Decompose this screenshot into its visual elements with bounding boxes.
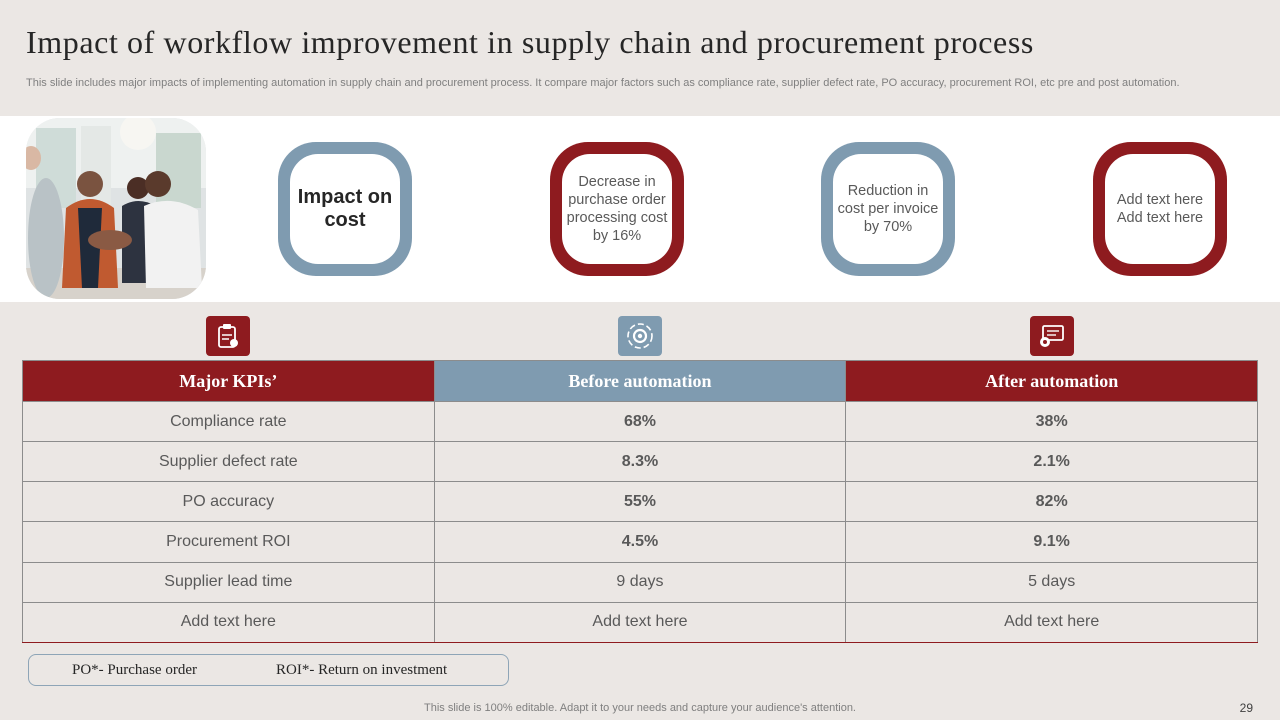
impact-box-cost: Impact on cost <box>278 142 412 276</box>
after-value-cell: 82% <box>845 481 1258 523</box>
header-major-kpis: Major KPIs’ <box>22 360 435 402</box>
table-row: Supplier defect rate 8.3% 2.1% <box>22 441 1258 483</box>
impact-box-text: Add text here Add text here <box>1105 154 1215 264</box>
after-value-cell: 2.1% <box>845 441 1258 483</box>
kpi-name-cell: Supplier defect rate <box>22 441 435 483</box>
before-value-cell: 9 days <box>433 561 847 603</box>
table-row: PO accuracy 55% 82% <box>22 481 1258 523</box>
impact-box-po-cost: Decrease in purchase order processing co… <box>550 142 684 276</box>
footer-note: This slide is 100% editable. Adapt it to… <box>424 702 856 714</box>
before-value-cell: 68% <box>433 400 847 443</box>
clipboard-icon <box>206 316 250 356</box>
page-subtitle: This slide includes major impacts of imp… <box>26 77 1180 89</box>
kpi-name-cell: Add text here <box>22 601 435 644</box>
table-header-row: Major KPIs’ Before automation After auto… <box>22 360 1258 402</box>
kpi-name-cell: Compliance rate <box>22 400 435 443</box>
before-value-cell: 55% <box>433 481 847 523</box>
impact-box-text: Impact on cost <box>290 154 400 264</box>
after-value-cell: Add text here <box>845 601 1258 644</box>
page-title: Impact of workflow improvement in supply… <box>26 24 1034 60</box>
table-row: Compliance rate 68% 38% <box>22 400 1258 443</box>
impact-box-invoice-cost: Reduction in cost per invoice by 70% <box>821 142 955 276</box>
after-value-cell: 38% <box>845 400 1258 443</box>
legend-po: PO*- Purchase order <box>72 662 197 678</box>
kpi-comparison-table: Major KPIs’ Before automation After auto… <box>22 360 1258 644</box>
before-value-cell: 8.3% <box>433 441 847 483</box>
gear-cycle-icon <box>618 316 662 356</box>
after-value-cell: 5 days <box>845 561 1258 603</box>
abbreviation-legend: PO*- Purchase order ROI*- Return on inve… <box>28 654 509 686</box>
kpi-name-cell: PO accuracy <box>22 481 435 523</box>
table-row: Supplier lead time 9 days 5 days <box>22 561 1258 603</box>
monitor-gear-icon <box>1030 316 1074 356</box>
kpi-name-cell: Procurement ROI <box>22 521 435 563</box>
impact-box-placeholder: Add text here Add text here <box>1093 142 1227 276</box>
team-hands-together-photo <box>26 118 206 299</box>
legend-roi: ROI*- Return on investment <box>276 662 448 678</box>
header-after-automation: After automation <box>845 360 1258 402</box>
impact-box-text: Decrease in purchase order processing co… <box>562 154 672 264</box>
header-before-automation: Before automation <box>433 360 847 402</box>
kpi-name-cell: Supplier lead time <box>22 561 435 603</box>
before-value-cell: 4.5% <box>433 521 847 563</box>
page-number: 29 <box>1239 701 1253 715</box>
before-value-cell: Add text here <box>433 601 847 644</box>
after-value-cell: 9.1% <box>845 521 1258 563</box>
table-row: Add text here Add text here Add text her… <box>22 601 1258 644</box>
impact-box-text: Reduction in cost per invoice by 70% <box>833 154 943 264</box>
table-row: Procurement ROI 4.5% 9.1% <box>22 521 1258 563</box>
